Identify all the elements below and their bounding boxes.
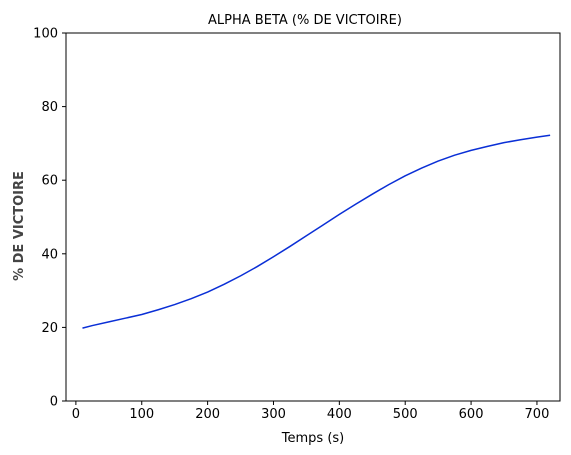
y-axis-label: % DE VICTOIRE (12, 171, 27, 281)
plot-frame (65, 32, 561, 402)
y-tick-label: 0 (50, 395, 58, 410)
x-axis-label: Temps (s) (281, 431, 344, 446)
x-tick-label: 300 (261, 407, 286, 422)
x-tick-label: 200 (195, 407, 220, 422)
x-tick-label: 700 (525, 407, 550, 422)
series-line-0 (82, 134, 551, 329)
x-tick-label: 500 (393, 407, 418, 422)
x-axis-ticks: 0 100 200 300 400 500 600 700 (72, 401, 550, 422)
x-tick-label: 400 (327, 407, 352, 422)
y-tick-label: 80 (41, 100, 58, 115)
x-tick-label: 100 (129, 407, 154, 422)
y-axis-ticks: 0 20 40 60 80 100 (33, 27, 66, 410)
series-layer (82, 134, 551, 329)
x-tick-label: 0 (72, 407, 80, 422)
y-tick-label: 60 (41, 174, 58, 189)
chart-title: ALPHA BETA (% DE VICTOIRE) (208, 13, 402, 28)
x-tick-label: 600 (459, 407, 484, 422)
y-tick-label: 20 (41, 321, 58, 336)
y-tick-label: 40 (41, 247, 58, 262)
y-tick-label: 100 (33, 27, 58, 42)
